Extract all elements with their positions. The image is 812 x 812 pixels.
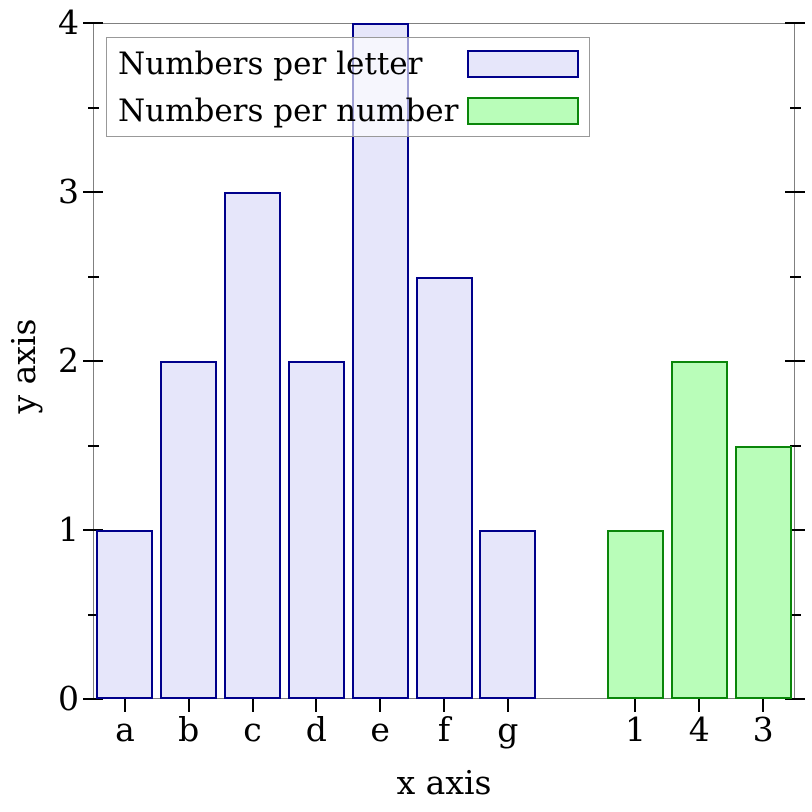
y-minor-tick-left: [87, 613, 99, 616]
x-tick-4: [698, 699, 701, 712]
x-tick-label-a: a: [115, 710, 135, 749]
y-tick-label: 0: [58, 679, 79, 718]
x-tick-b: [187, 699, 190, 712]
legend-label: Numbers per letter: [118, 45, 423, 82]
legend-entry: Numbers per number: [107, 88, 589, 134]
x-tick-label-d: d: [305, 710, 327, 749]
bar-g: [479, 530, 537, 699]
y-minor-tick-right: [789, 613, 801, 616]
bar-a: [96, 530, 154, 699]
y-tick-label: 3: [58, 172, 79, 211]
x-tick-label-f: f: [437, 710, 451, 749]
x-tick-d: [315, 699, 318, 712]
y-minor-tick-left: [87, 444, 99, 447]
y-major-tick-left: [83, 698, 103, 700]
legend: Numbers per letter Numbers per number: [106, 37, 590, 137]
x-tick-label-4: 4: [688, 710, 710, 749]
bar-1: [606, 530, 664, 699]
bar-b: [160, 361, 218, 699]
x-tick-a: [123, 699, 126, 712]
y-minor-tick-right: [789, 106, 801, 109]
y-major-tick-left: [83, 529, 103, 531]
x-tick-f: [443, 699, 445, 712]
y-major-tick-right: [785, 191, 805, 193]
x-tick-g: [506, 699, 509, 712]
y-minor-tick-left: [87, 275, 99, 278]
legend-entry: Numbers per letter: [107, 41, 589, 87]
x-tick-label-b: b: [178, 710, 200, 749]
bar-4: [670, 361, 728, 699]
y-major-tick-left: [83, 191, 103, 193]
x-tick-3: [762, 699, 765, 712]
x-tick-label-1: 1: [624, 710, 646, 749]
bar-3: [734, 445, 792, 699]
y-minor-tick-right: [789, 444, 801, 447]
bar-f: [415, 276, 473, 699]
legend-swatch: [467, 96, 579, 125]
y-major-tick-left: [83, 22, 103, 24]
y-tick-label: 2: [58, 341, 79, 380]
x-tick-label-e: e: [370, 710, 390, 749]
y-major-tick-left: [83, 360, 103, 362]
y-major-tick-right: [785, 529, 805, 531]
x-tick-e: [379, 699, 382, 712]
y-major-tick-right: [785, 698, 805, 700]
y-minor-tick-left: [87, 106, 99, 109]
y-minor-tick-right: [789, 275, 801, 278]
x-tick-1: [634, 699, 637, 712]
x-tick-label-g: g: [497, 710, 519, 749]
y-tick-label: 4: [58, 3, 79, 42]
x-tick-label-c: c: [243, 710, 262, 749]
bar-d: [287, 361, 345, 699]
x-axis-label: x axis: [396, 763, 492, 802]
bar-c: [224, 192, 282, 699]
y-major-tick-right: [785, 360, 805, 362]
legend-label: Numbers per number: [118, 92, 459, 129]
legend-swatch: [467, 49, 579, 78]
x-tick-label-3: 3: [752, 710, 774, 749]
x-tick-c: [251, 699, 254, 712]
y-tick-label: 1: [58, 510, 79, 549]
y-major-tick-right: [785, 22, 805, 24]
